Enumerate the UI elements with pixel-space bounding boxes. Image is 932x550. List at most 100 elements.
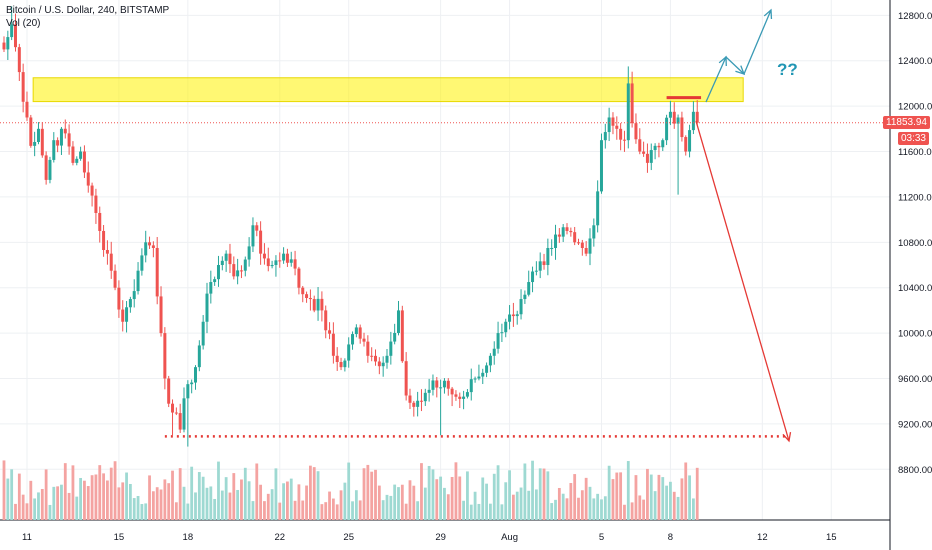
volume-bar — [305, 485, 308, 520]
candle-body — [182, 398, 186, 430]
volume-bar — [374, 469, 377, 520]
candle-body — [197, 345, 201, 368]
volume-bar — [282, 483, 285, 520]
candle-body — [396, 310, 400, 333]
candle-body — [477, 376, 481, 379]
volume-bar — [466, 471, 469, 520]
volume-bar — [646, 468, 649, 520]
candle-body — [220, 260, 224, 266]
candle-body — [370, 355, 374, 357]
volume-bar — [680, 478, 684, 520]
candle-body — [117, 287, 121, 310]
candle-body — [335, 355, 339, 363]
candle-body — [259, 230, 263, 254]
volume-bar — [144, 503, 148, 520]
volume-bar — [626, 461, 630, 520]
legend-title: Bitcoin / U.S. Dollar, 240, BITSTAMP — [6, 5, 170, 16]
candle-body — [573, 232, 577, 243]
candle-body — [619, 128, 623, 140]
candle-body — [113, 270, 117, 288]
candle-body — [374, 355, 378, 362]
volume-bar — [289, 478, 293, 520]
candle-body — [354, 327, 358, 335]
candle-body — [94, 195, 98, 213]
candle-body — [29, 117, 33, 146]
volume-bar — [151, 491, 155, 520]
volume-bar — [266, 493, 270, 520]
candle-body — [186, 384, 190, 399]
volume-bar — [25, 503, 29, 520]
candle-body — [140, 255, 144, 271]
volume-bar — [420, 463, 423, 520]
volume-bar — [190, 466, 194, 520]
volume-bar — [485, 483, 488, 520]
candle-body — [205, 293, 209, 322]
candle-body — [408, 395, 412, 403]
volume-bar — [21, 494, 25, 520]
volume-bar — [557, 487, 561, 520]
volume-bar — [439, 476, 443, 520]
price-tick-label: 10400.00 — [898, 283, 932, 294]
volume-bar — [40, 488, 44, 520]
candle-body — [419, 400, 423, 402]
candle-body — [638, 139, 642, 152]
volume-bar — [446, 494, 450, 520]
volume-bar — [462, 500, 465, 520]
candle-body — [684, 137, 688, 152]
volume-bar — [312, 467, 316, 520]
volume-bar — [588, 486, 592, 520]
candle-body — [316, 298, 320, 311]
volume-bar — [695, 467, 699, 520]
price-tick-label: 10000.00 — [898, 329, 932, 340]
candle-body — [328, 330, 332, 334]
volume-bar — [492, 473, 496, 520]
volume-bar — [98, 465, 102, 520]
volume-bar — [542, 468, 546, 520]
candle-body — [588, 238, 592, 254]
countdown-label: 03:33 — [897, 131, 929, 145]
candle-body — [232, 264, 236, 277]
candle-body — [534, 270, 538, 272]
candle-body — [680, 117, 684, 138]
candle-body — [473, 378, 477, 380]
candle-body — [247, 246, 251, 260]
volume-bar — [125, 472, 128, 520]
volume-bar — [638, 495, 642, 520]
time-tick-label: 22 — [274, 532, 285, 543]
volume-bar — [63, 463, 67, 520]
volume-bar — [550, 503, 554, 520]
volume-bar — [209, 486, 213, 520]
candle-body — [312, 299, 316, 311]
volume-bar — [121, 482, 125, 520]
candle-body — [542, 261, 546, 266]
volume-bar — [243, 467, 247, 520]
volume-bar — [86, 486, 90, 520]
volume-bar — [270, 489, 274, 520]
volume-bar — [592, 498, 596, 520]
candle-body — [668, 111, 672, 118]
volume-bar — [443, 487, 446, 520]
volume-bar — [504, 482, 508, 520]
volume-bar — [607, 465, 611, 520]
candle-body — [293, 259, 297, 269]
volume-bar — [132, 498, 136, 520]
volume-bar — [481, 477, 485, 520]
volume-bar — [228, 492, 232, 520]
volume-bar — [236, 489, 240, 520]
candle-body — [98, 212, 102, 231]
candle-body — [255, 225, 259, 231]
candle-body — [174, 412, 178, 414]
volume-bar — [354, 490, 358, 520]
last-price-label: 11853.94 — [883, 115, 930, 129]
candle-body — [144, 242, 148, 256]
volume-bar — [205, 487, 209, 520]
candle-body — [10, 24, 14, 38]
candle-body — [603, 132, 607, 141]
candle-body — [442, 380, 446, 388]
candle-body — [224, 253, 228, 261]
volume-bar — [109, 467, 113, 520]
volume-bar — [496, 465, 500, 520]
volume-bar — [366, 464, 370, 520]
